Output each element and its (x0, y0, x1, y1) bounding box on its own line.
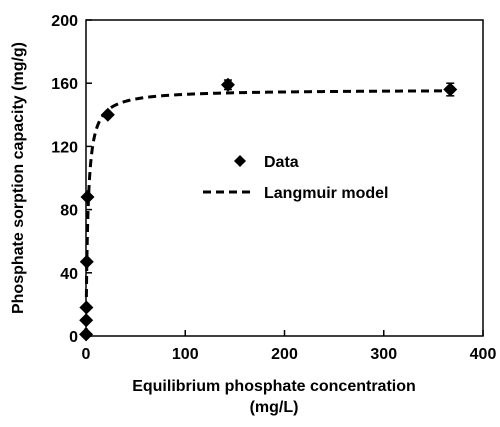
data-point (79, 254, 94, 269)
model-curve-layer (84, 89, 451, 336)
y-tick-label: 0 (69, 329, 78, 346)
legend: Data Langmuir model (203, 154, 388, 202)
plot-frame (85, 19, 484, 337)
y-tick-label: 80 (60, 203, 78, 220)
y-axis-ticks: 0 40 80 120 160 200 (51, 13, 92, 346)
data-points-layer (79, 77, 458, 342)
data-point (80, 189, 95, 204)
data-point (79, 327, 94, 342)
y-tick-label: 160 (51, 76, 78, 93)
x-axis-title-line2: (mg/L) (250, 399, 299, 416)
x-tick-label: 300 (370, 346, 397, 363)
data-point (443, 82, 458, 97)
x-tick-label: 400 (470, 346, 497, 363)
legend-data-marker (234, 155, 246, 167)
data-point (220, 77, 235, 92)
y-tick-label: 120 (51, 139, 78, 156)
y-tick-label: 40 (60, 266, 78, 283)
langmuir-model-curve (84, 89, 451, 336)
y-axis-title: Phosphate sorption capacity (mg/g) (10, 42, 27, 314)
x-tick-label: 200 (271, 346, 298, 363)
legend-data-label: Data (264, 154, 299, 171)
x-tick-label: 100 (172, 346, 199, 363)
x-axis-title-line1: Equilibrium phosphate concentration (132, 378, 416, 395)
data-point (100, 107, 115, 122)
data-point (79, 313, 94, 328)
y-tick-label: 200 (51, 13, 78, 30)
data-point (79, 300, 94, 315)
legend-model-label: Langmuir model (264, 185, 388, 202)
x-tick-label: 0 (82, 346, 91, 363)
x-axis-ticks: 0 100 200 300 400 (82, 330, 497, 363)
